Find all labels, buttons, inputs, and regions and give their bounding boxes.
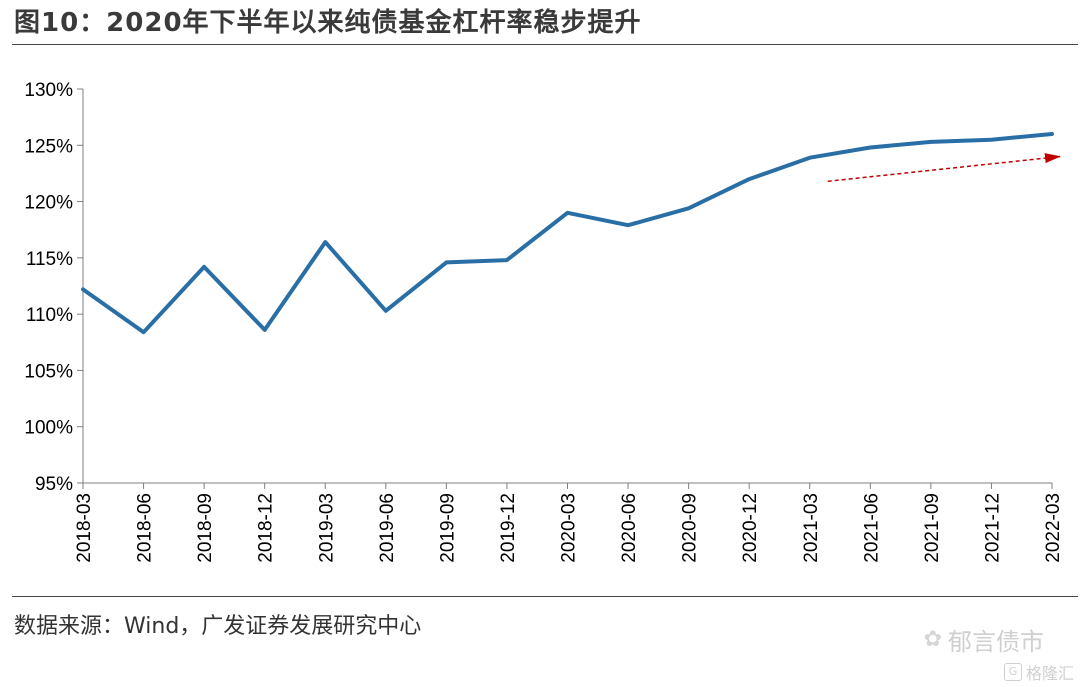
trend-arrow — [827, 153, 1061, 183]
y-tick-label: 115% — [26, 249, 73, 270]
x-tick-label: 2022-03 — [1043, 493, 1064, 563]
x-tick-label: 2019-09 — [437, 493, 458, 563]
source-note: 数据来源：Wind，广发证券发展研究中心 — [14, 614, 422, 639]
x-tick-label: 2021-06 — [861, 493, 882, 563]
x-tick-label: 2021-12 — [982, 493, 1003, 563]
x-tick-label: 2018-09 — [195, 493, 216, 563]
y-tick-label: 105% — [24, 361, 73, 382]
x-tick-label: 2019-03 — [316, 493, 337, 563]
watermark-secondary: G 格隆汇 — [1003, 660, 1074, 684]
series-line — [81, 132, 1054, 335]
x-tick-label: 2018-12 — [256, 493, 277, 563]
y-tick-label: 125% — [24, 136, 73, 157]
chart-title: 图10：2020年下半年以来纯债基金杠杆率稳步提升 — [14, 8, 642, 38]
wechat-icon: ✿ — [923, 627, 942, 652]
x-tick-label: 2021-03 — [801, 493, 822, 563]
y-tick-label: 110% — [26, 305, 73, 326]
footer-divider — [12, 596, 1078, 597]
x-tick-label: 2020-06 — [619, 493, 640, 563]
x-tick-label: 2019-12 — [498, 493, 519, 563]
x-tick-label: 2020-03 — [559, 493, 580, 563]
y-tick-label: 95% — [35, 474, 73, 495]
watermark: ✿ 郁言债市 — [924, 622, 1044, 657]
gelonghui-logo-icon: G — [1003, 663, 1022, 681]
x-tick-label: 2021-09 — [922, 493, 943, 563]
line-chart: 95% 100% 105% 110% 115% 120% 125% 130% 2018-03 20… — [24, 80, 1064, 563]
x-tick-label: 2018-06 — [135, 493, 156, 563]
x-tick-label: 2020-09 — [680, 493, 701, 563]
x-tick-label: 2019-06 — [377, 493, 398, 563]
watermark-text: 郁言债市 — [948, 628, 1044, 656]
y-tick-label: 100% — [24, 418, 73, 439]
y-tick-label: 130% — [24, 80, 73, 101]
x-tick-label: 2020-12 — [740, 493, 761, 563]
x-tick-label: 2018-03 — [74, 493, 95, 563]
title-divider — [12, 44, 1078, 45]
watermark-secondary-text: 格隆汇 — [1025, 664, 1074, 683]
y-tick-label: 120% — [24, 193, 73, 214]
